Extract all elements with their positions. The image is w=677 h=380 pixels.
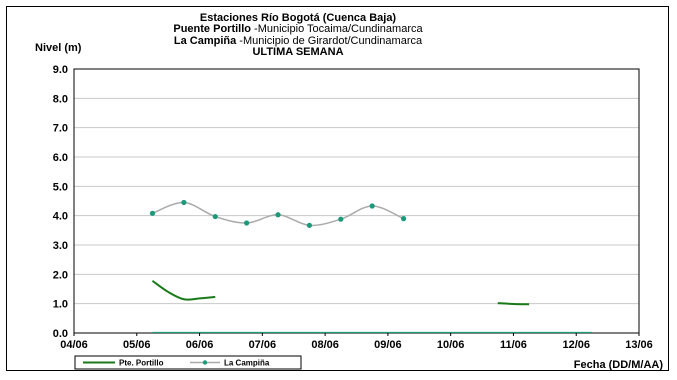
- data-point-la-campi-a: [275, 212, 281, 218]
- x-tick-label: 05/06: [123, 339, 151, 351]
- y-tick-label: 5.0: [53, 181, 68, 193]
- data-point-la-campi-a: [244, 220, 250, 226]
- y-tick-label: 7.0: [53, 123, 68, 135]
- y-tick-labels: 0.0 1.0 2.0 3.0 4.0 5.0 6.0 7.0 8.0 9.0: [53, 64, 68, 340]
- chart-svg: Estaciones Río Bogotá (Cuenca Baja) Puen…: [35, 12, 664, 371]
- x-tick-label: 10/06: [437, 339, 465, 351]
- series-layer: [149, 199, 592, 334]
- data-point-la-campi-a: [400, 216, 407, 222]
- subtitle-2-station: La Campiña: [174, 35, 237, 47]
- chart-subtitle-3: ULTIMA SEMANA: [252, 46, 343, 58]
- legend: Pte. Portillo La Campiña: [74, 355, 302, 370]
- data-point-la-campi-a: [306, 222, 313, 228]
- subtitle-1-municipality: -Municipio Tocaima/Cundinamarca: [251, 23, 423, 35]
- y-tick-label: 2.0: [53, 269, 68, 281]
- y-tick-label: 9.0: [53, 64, 68, 76]
- y-tick-label: 3.0: [53, 240, 68, 252]
- x-tick-label: 11/06: [500, 339, 527, 351]
- legend-marker-campina: [202, 360, 208, 365]
- subtitle-2-municipality: -Municipio de Girardot/Cundinamarca: [236, 35, 423, 47]
- series-line-pte-portillo: [151, 279, 216, 301]
- x-tick-label: 08/06: [311, 339, 339, 351]
- legend-label-portillo: Pte. Portillo: [119, 359, 164, 368]
- grid-lines: [74, 68, 639, 334]
- x-tick-label: 04/06: [60, 339, 88, 351]
- plot-area: [73, 68, 640, 334]
- y-tick-label: 0.0: [53, 328, 68, 340]
- x-axis-label: Fecha (DD/M/AA): [574, 359, 664, 371]
- y-axis-label: Nivel (m): [35, 42, 82, 54]
- x-tick-label: 09/06: [374, 339, 402, 351]
- chart-title: Estaciones Río Bogotá (Cuenca Baja): [200, 12, 397, 24]
- chart-subtitle-1: Puente Portillo -Municipio Tocaima/Cundi…: [173, 23, 423, 35]
- legend-box: [74, 355, 302, 370]
- y-tick-label: 1.0: [53, 299, 68, 311]
- data-point-la-campi-a: [149, 210, 156, 216]
- legend-label-campina: La Campiña: [224, 359, 270, 368]
- y-tick-label: 6.0: [53, 152, 68, 164]
- chart-frame: Estaciones Río Bogotá (Cuenca Baja) Puen…: [6, 6, 669, 371]
- y-tick-label: 8.0: [53, 93, 68, 105]
- series-line-pte-portillo: [497, 302, 530, 306]
- x-tick-labels: 04/06 05/06 06/06 07/06 08/06 09/06 10/06 11/06…: [60, 333, 653, 351]
- x-tick-label: 12/06: [562, 339, 590, 351]
- subtitle-1-station: Puente Portillo: [173, 23, 251, 35]
- x-tick-label: 13/06: [625, 339, 653, 351]
- data-point-la-campi-a: [181, 199, 187, 206]
- y-tick-label: 4.0: [53, 211, 68, 223]
- chart-subtitle-2: La Campiña -Municipio de Girardot/Cundin…: [174, 35, 423, 47]
- x-tick-label: 06/06: [186, 339, 214, 351]
- data-point-la-campi-a: [338, 216, 344, 222]
- x-tick-label: 07/06: [249, 339, 277, 351]
- data-point-la-campi-a: [369, 203, 375, 209]
- data-point-la-campi-a: [212, 213, 218, 220]
